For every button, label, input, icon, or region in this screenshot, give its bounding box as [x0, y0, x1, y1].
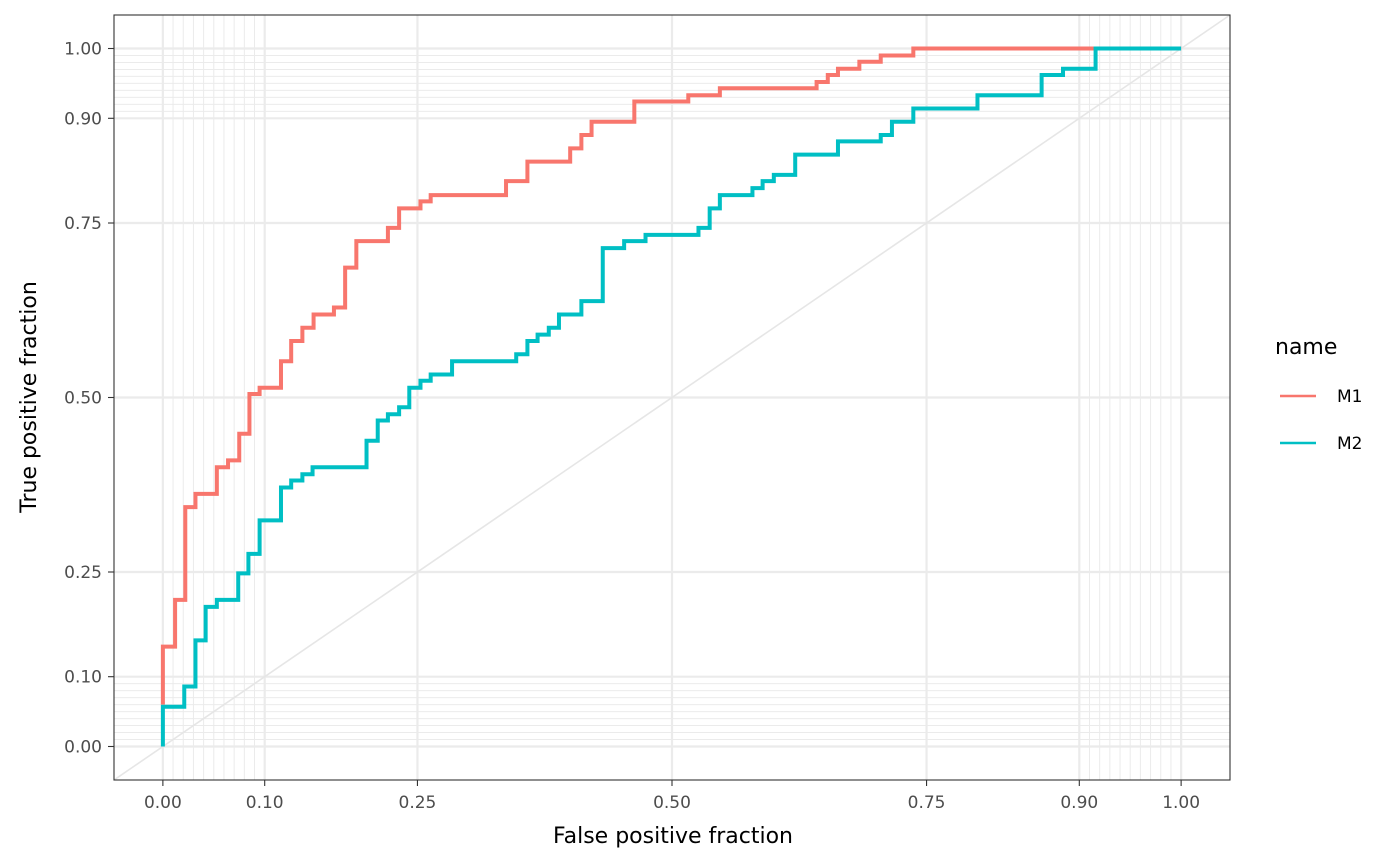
x-axis-title: False positive fraction [553, 824, 793, 849]
series-line-m1 [160, 46, 1182, 705]
y-tick-label: 0.50 [64, 389, 102, 409]
y-tick-label: 0.10 [64, 668, 102, 688]
reference-diagonal [113, 14, 1231, 781]
y-tick-label: 0.25 [64, 563, 102, 583]
diagonal-line [113, 14, 1231, 781]
x-tick-label: 1.00 [1162, 793, 1200, 813]
y-tick-label: 0.75 [64, 214, 102, 234]
y-tick-label: 1.00 [64, 40, 102, 60]
grid-lines [114, 15, 1230, 780]
y-tick-label: 0.90 [64, 109, 102, 129]
x-axis-ticks: 0.00 0.10 0.25 0.50 0.75 0.90 1.00 [144, 780, 1200, 813]
series-lines [160, 46, 1182, 747]
legend-title: name [1275, 335, 1337, 360]
series-line-m2 [160, 46, 1182, 747]
x-tick-label: 0.10 [246, 793, 284, 813]
x-tick-label: 0.50 [653, 793, 691, 813]
legend: name M1 M2 [1275, 335, 1362, 454]
x-tick-label: 0.75 [908, 793, 946, 813]
x-tick-label: 0.90 [1060, 793, 1098, 813]
x-tick-label: 0.00 [144, 793, 182, 813]
x-tick-label: 0.25 [399, 793, 437, 813]
legend-label-m1: M1 [1337, 387, 1362, 407]
y-axis-title: True positive fraction [17, 281, 42, 514]
legend-label-m2: M2 [1337, 434, 1362, 454]
y-tick-label: 0.00 [64, 737, 102, 757]
y-axis-ticks: 0.00 0.10 0.25 0.50 0.75 0.90 1.00 [64, 40, 114, 757]
legend-items: M1 M2 [1280, 387, 1362, 454]
